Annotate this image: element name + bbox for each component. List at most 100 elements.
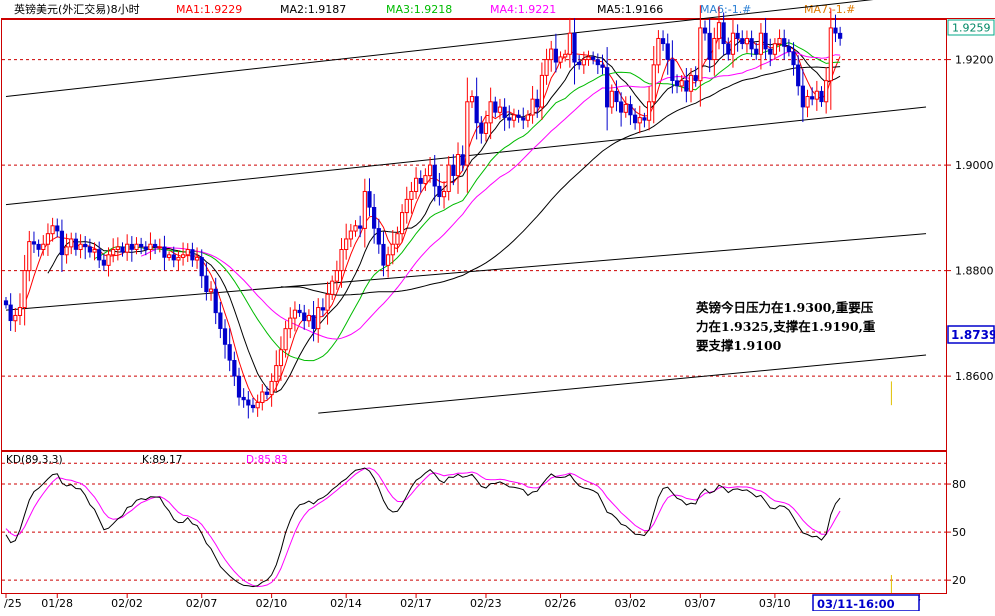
candle[interactable]: [59, 219, 65, 272]
candle[interactable]: [400, 204, 405, 243]
candle[interactable]: [50, 217, 55, 242]
candle[interactable]: [139, 237, 144, 255]
candle[interactable]: [157, 238, 162, 253]
candle[interactable]: [749, 30, 754, 57]
candle[interactable]: [614, 80, 619, 112]
candle[interactable]: [567, 17, 572, 68]
candle[interactable]: [549, 40, 554, 72]
candle[interactable]: [17, 293, 23, 325]
candle[interactable]: [78, 234, 83, 259]
candle[interactable]: [283, 320, 288, 358]
candle[interactable]: [563, 49, 568, 62]
candle[interactable]: [269, 373, 274, 407]
candle[interactable]: [800, 68, 805, 123]
candle[interactable]: [726, 37, 731, 61]
candle[interactable]: [623, 96, 628, 118]
candle[interactable]: [148, 232, 153, 260]
candle[interactable]: [483, 110, 489, 142]
candle[interactable]: [497, 98, 503, 120]
candle[interactable]: [651, 46, 656, 124]
candle[interactable]: [609, 84, 614, 114]
candle[interactable]: [227, 328, 232, 372]
candle[interactable]: [441, 181, 447, 209]
candle[interactable]: [446, 156, 451, 201]
candle[interactable]: [460, 145, 465, 172]
candlesticks[interactable]: [3, 5, 843, 419]
candle[interactable]: [167, 251, 172, 261]
candle[interactable]: [632, 108, 638, 130]
candle[interactable]: [129, 236, 134, 262]
candle[interactable]: [404, 186, 409, 224]
candle[interactable]: [805, 89, 810, 118]
candle[interactable]: [698, 5, 703, 107]
candle[interactable]: [381, 231, 386, 277]
candle[interactable]: [772, 38, 777, 60]
candle[interactable]: [572, 18, 577, 85]
candle[interactable]: [185, 243, 190, 263]
candle[interactable]: [558, 51, 563, 69]
candle[interactable]: [539, 62, 544, 120]
candle[interactable]: [36, 239, 41, 257]
candle[interactable]: [679, 75, 684, 92]
candle[interactable]: [297, 304, 302, 317]
candle[interactable]: [111, 238, 116, 263]
candle[interactable]: [134, 237, 139, 255]
candle[interactable]: [171, 246, 176, 268]
candle[interactable]: [656, 30, 661, 74]
candle[interactable]: [824, 67, 829, 114]
candle[interactable]: [41, 235, 46, 256]
candle[interactable]: [320, 298, 325, 317]
candle[interactable]: [493, 96, 498, 118]
candle[interactable]: [735, 24, 740, 52]
candle[interactable]: [232, 351, 237, 387]
candle[interactable]: [423, 168, 428, 191]
candle[interactable]: [390, 229, 395, 265]
candle[interactable]: [502, 98, 507, 131]
candle[interactable]: [218, 302, 223, 339]
candle[interactable]: [101, 253, 106, 271]
candle[interactable]: [619, 92, 624, 127]
candle[interactable]: [194, 247, 200, 269]
candle[interactable]: [707, 18, 712, 73]
candle[interactable]: [8, 293, 13, 331]
candle[interactable]: [427, 156, 433, 183]
candle[interactable]: [45, 223, 51, 256]
candle[interactable]: [199, 249, 204, 288]
candle[interactable]: [716, 6, 722, 50]
candle[interactable]: [367, 178, 372, 217]
candle[interactable]: [344, 223, 349, 260]
candle[interactable]: [474, 77, 479, 140]
candle[interactable]: [55, 218, 60, 238]
candle[interactable]: [754, 42, 759, 60]
candle[interactable]: [31, 231, 37, 253]
candle[interactable]: [120, 242, 125, 257]
candle[interactable]: [833, 14, 838, 43]
candle[interactable]: [544, 48, 549, 85]
candle[interactable]: [577, 55, 582, 70]
candle[interactable]: [22, 254, 27, 326]
candle[interactable]: [838, 26, 843, 46]
candle[interactable]: [250, 398, 256, 413]
candle[interactable]: [670, 40, 675, 94]
candle[interactable]: [479, 116, 484, 144]
candle[interactable]: [73, 232, 78, 256]
candle[interactable]: [730, 17, 736, 68]
candle[interactable]: [386, 246, 391, 278]
candle[interactable]: [204, 262, 209, 301]
candle[interactable]: [451, 154, 456, 186]
candle[interactable]: [721, 12, 726, 56]
candle[interactable]: [87, 238, 92, 258]
candle[interactable]: [274, 350, 279, 392]
candle[interactable]: [190, 242, 195, 267]
candle[interactable]: [758, 23, 764, 70]
candle[interactable]: [693, 66, 698, 87]
candle[interactable]: [586, 50, 591, 66]
candle[interactable]: [264, 386, 270, 400]
candle[interactable]: [278, 336, 284, 381]
candle[interactable]: [465, 77, 470, 193]
candle[interactable]: [810, 87, 815, 106]
candle[interactable]: [642, 112, 647, 128]
candle[interactable]: [782, 29, 787, 60]
candle[interactable]: [339, 238, 344, 288]
candle[interactable]: [353, 220, 358, 237]
